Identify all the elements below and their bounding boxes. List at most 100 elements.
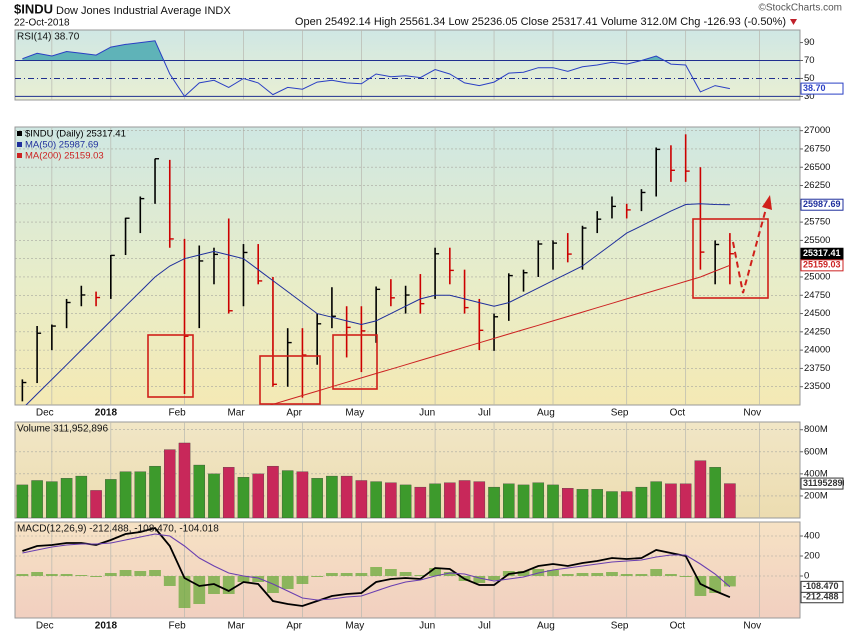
volume-bar	[296, 471, 309, 518]
macd-histogram-bar	[679, 576, 692, 577]
volume-bar	[532, 482, 545, 518]
volume-bar	[620, 491, 633, 518]
volume-bar	[193, 464, 206, 518]
volume-bar	[60, 478, 73, 518]
volume-bar	[709, 467, 721, 518]
y-tick-label: 600M	[804, 446, 828, 457]
y-tick-label: 400	[804, 531, 820, 542]
rsi-line	[22, 40, 730, 98]
x-tick-label: Oct	[670, 621, 686, 632]
y-tick-label: 26500	[804, 162, 830, 173]
macd-histogram-bar	[222, 576, 235, 594]
last-value-box	[800, 198, 844, 211]
x-tick-label: 2018	[95, 408, 118, 419]
volume-bar	[164, 449, 176, 518]
macd-histogram-bar	[635, 574, 648, 576]
macd-histogram-bar	[414, 575, 427, 576]
volume-bar	[724, 483, 736, 518]
symbol: $INDU	[14, 1, 53, 16]
last-value-box	[800, 580, 844, 593]
macd-histogram-bar	[591, 573, 604, 576]
x-tick-label: May	[345, 621, 364, 632]
panel-bar	[15, 422, 800, 518]
volume-bar	[444, 482, 456, 518]
security-name: Dow Jones Industrial Average INDX	[56, 5, 231, 17]
last-value-label: 25317.41	[803, 248, 841, 258]
last-value-label: 25159.03	[803, 260, 841, 270]
volume-bar	[340, 475, 353, 518]
macd-histogram-bar	[252, 576, 265, 582]
x-tick-label: 2018	[95, 621, 118, 632]
volume-bar	[134, 471, 147, 518]
y-tick-label: 400M	[804, 468, 828, 479]
volume-bar	[679, 483, 692, 518]
macd-histogram-bar	[178, 576, 191, 608]
volume-bar	[46, 481, 58, 518]
chart-date: 22-Oct-2018	[14, 18, 70, 29]
arrow-head	[762, 195, 772, 210]
y-tick-label: 0	[804, 571, 809, 582]
volume-bar	[370, 481, 382, 518]
y-tick-label: 90	[804, 37, 815, 48]
macd-histogram-bar	[399, 572, 412, 576]
macd-histogram-bar	[296, 576, 309, 584]
volume-bar	[650, 481, 662, 518]
last-value-box	[800, 247, 844, 260]
macd-histogram-bar	[134, 571, 147, 576]
volume-bar	[326, 475, 338, 518]
panel-title: RSI(14) 38.70	[17, 32, 80, 43]
macd-histogram-bar	[237, 576, 250, 582]
macd-line	[22, 526, 731, 607]
x-tick-label: Jul	[478, 408, 491, 419]
volume-bar	[429, 483, 441, 518]
y-tick-label: 24500	[804, 308, 830, 319]
macd-histogram-bar	[547, 570, 559, 576]
x-tick-label: Feb	[169, 621, 187, 632]
volume-bar	[561, 488, 574, 518]
macd-histogram-bar	[355, 573, 368, 576]
x-tick-label: Feb	[169, 408, 187, 419]
x-tick-label: Jun	[419, 621, 435, 632]
x-tick-label: Jul	[478, 621, 491, 632]
signal-line	[22, 533, 731, 601]
macd-histogram-bar	[193, 576, 206, 604]
macd-histogram-bar	[429, 568, 441, 576]
volume-bar	[119, 471, 132, 518]
volume-bar	[75, 475, 88, 518]
y-tick-label: 24250	[804, 326, 830, 337]
macd-histogram-bar	[488, 576, 500, 580]
annotation-box	[692, 218, 769, 299]
panel-title: MACD(12,26,9) -212.488, -108.470, -104.0…	[17, 524, 219, 535]
panel-ohlc	[15, 127, 800, 405]
volume-bar	[399, 484, 412, 518]
volume-bar	[547, 484, 559, 518]
volume-bar	[385, 482, 397, 518]
macd-histogram-bar	[723, 576, 736, 587]
volume-bar	[178, 442, 191, 518]
last-value-label: 311952896	[803, 478, 844, 488]
x-tick-label: Nov	[743, 408, 761, 419]
macd-histogram-bar	[163, 576, 176, 586]
macd-histogram-bar	[326, 573, 338, 576]
macd-panel	[14, 521, 801, 619]
last-value-box	[800, 82, 844, 95]
x-tick-label: Jun	[419, 408, 435, 419]
x-tick-label: Aug	[537, 621, 555, 632]
x-tick-label: Dec	[36, 408, 54, 419]
macd-histogram-bar	[606, 572, 618, 576]
macd-histogram-bar	[75, 575, 88, 576]
macd-histogram-bar	[576, 573, 589, 576]
volume-bar	[591, 489, 603, 518]
macd-histogram-bar	[340, 573, 353, 576]
panel-macd	[15, 522, 800, 618]
x-tick-label: Aug	[537, 408, 555, 419]
macd-histogram-bar	[370, 567, 383, 576]
volume-bar	[90, 490, 102, 518]
annotation-box	[259, 355, 321, 405]
volume-bar	[458, 480, 471, 518]
legend-swatch	[17, 142, 22, 147]
rsi-fill	[22, 40, 730, 61]
projection-arrow	[732, 204, 768, 294]
y-tick-label: 23750	[804, 363, 830, 374]
